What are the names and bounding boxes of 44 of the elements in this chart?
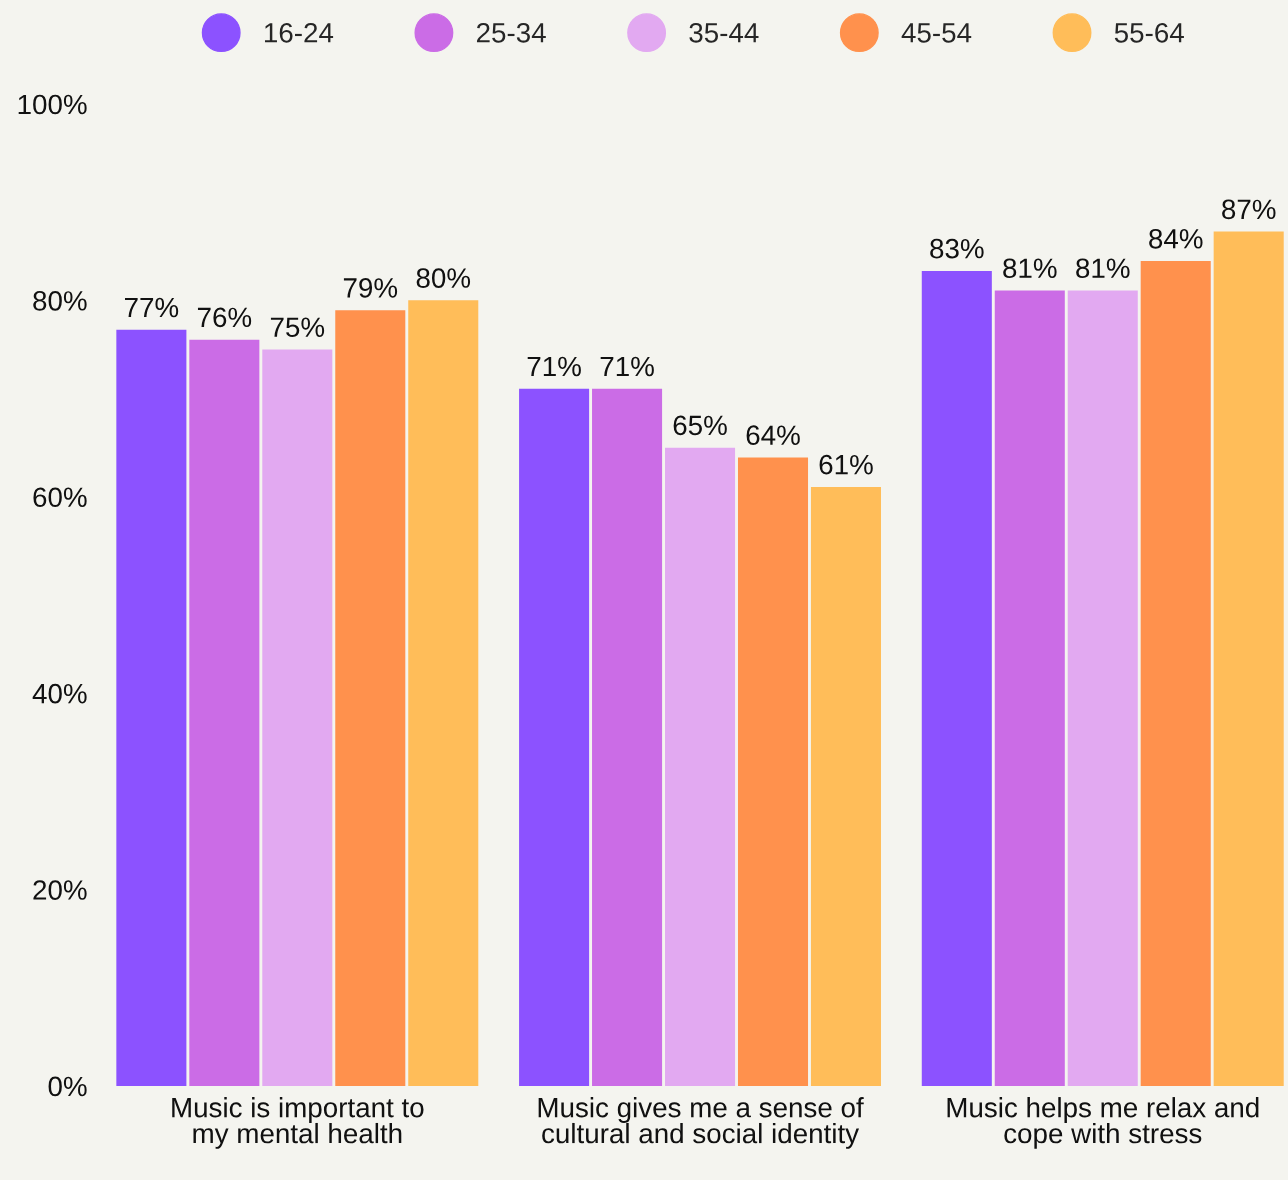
legend-label: 35-44 — [689, 22, 759, 43]
bar — [1067, 290, 1138, 1086]
data-label: 81% — [1076, 258, 1130, 279]
legend-label: 25-34 — [476, 22, 546, 43]
data-label: 71% — [527, 356, 581, 377]
bar — [519, 388, 590, 1086]
data-label: 75% — [270, 317, 325, 338]
legend-label: 16-24 — [264, 22, 334, 43]
x-tick-label: Music gives me a sense of cultural and social identity — [538, 1097, 864, 1149]
bar — [116, 329, 187, 1086]
bar — [189, 339, 260, 1086]
bar — [592, 388, 663, 1086]
legend-label: 55-64 — [1114, 22, 1184, 43]
bar — [262, 349, 333, 1086]
data-label: 83% — [930, 238, 984, 259]
data-label: 80% — [416, 268, 471, 288]
y-tick-label: 60% — [33, 487, 87, 508]
x-tick-label: Music helps me relax and cope with stress — [947, 1097, 1259, 1149]
y-tick-label: 0% — [48, 1076, 87, 1097]
bar — [1213, 231, 1284, 1086]
data-label: 77% — [125, 297, 179, 318]
data-label: 64% — [746, 425, 800, 446]
data-label: 84% — [1149, 228, 1203, 249]
bar — [994, 290, 1065, 1086]
data-label: 79% — [343, 278, 398, 298]
legend-label: 45-54 — [901, 23, 972, 43]
bar — [335, 310, 406, 1086]
bar — [921, 270, 992, 1086]
y-tick-label: 40% — [32, 683, 87, 704]
bar — [737, 457, 809, 1086]
data-label: 76% — [197, 307, 252, 328]
x-tick-label: Music is important to my mental health — [172, 1097, 424, 1149]
y-tick-label: 80% — [33, 291, 87, 311]
y-tick-label: 100% — [18, 94, 87, 115]
bar — [408, 300, 479, 1086]
bar — [665, 447, 736, 1086]
data-label: 65% — [673, 415, 727, 436]
bar — [1140, 261, 1211, 1086]
data-label: 71% — [600, 356, 654, 377]
data-label: 61% — [819, 454, 873, 475]
bar — [810, 486, 881, 1086]
data-label: 87% — [1222, 199, 1276, 220]
data-label: 81% — [1003, 258, 1057, 279]
y-tick-label: 20% — [33, 880, 87, 900]
